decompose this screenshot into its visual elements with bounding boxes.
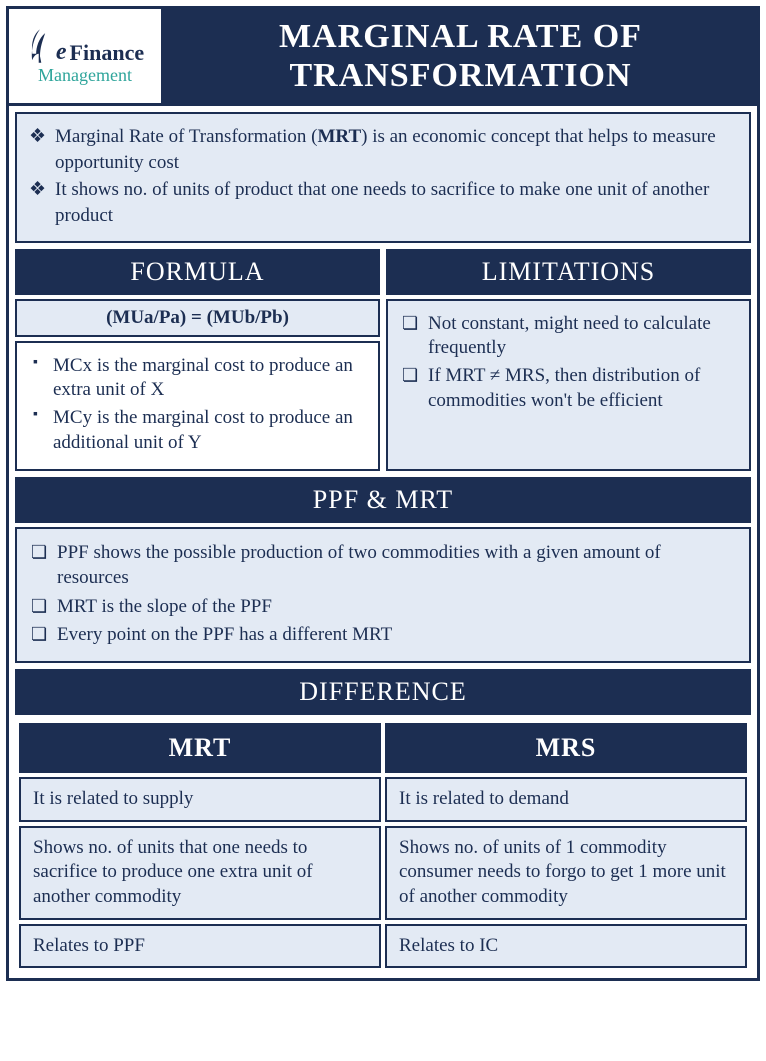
limitation-item: Not constant, might need to calculate fr… [400,312,737,361]
formula-notes: MCx is the marginal cost to produce an e… [15,341,380,471]
diff-cell: Shows no. of units that one needs to sac… [19,826,381,920]
formula-note: MCx is the marginal cost to produce an e… [29,354,366,403]
ppf-item: MRT is the slope of the PPF [29,594,737,620]
formula-column: FORMULA (MUa/Pa) = (MUb/Pb) MCx is the m… [15,249,380,471]
diff-cell: It is related to demand [385,777,747,822]
logo-line2: Management [38,66,132,84]
diff-cell: Relates to IC [385,924,747,969]
difference-header: DIFFERENCE [15,669,751,715]
page-title: MARGINAL RATE OF TRANSFORMATION [174,17,747,95]
title-banner: MARGINAL RATE OF TRANSFORMATION [161,9,757,103]
formula-limitations-row: FORMULA (MUa/Pa) = (MUb/Pb) MCx is the m… [15,249,751,471]
feather-icon [26,28,54,64]
logo-e: e [56,40,67,64]
header-row: e Finance Management MARGINAL RATE OF TR… [9,9,757,106]
diff-cell: It is related to supply [19,777,381,822]
limitations-header: LIMITATIONS [386,249,751,295]
intro-list: Marginal Rate of Transformation (MRT) is… [29,124,737,229]
intro-item: It shows no. of units of product that on… [29,177,737,228]
diff-cell: Shows no. of units of 1 commodity consum… [385,826,747,920]
diff-col-header-mrs: MRS [385,723,747,773]
formula-equation: (MUa/Pa) = (MUb/Pb) [15,299,380,337]
ppf-item: PPF shows the possible production of two… [29,540,737,591]
diff-col-header-mrt: MRT [19,723,381,773]
intro-item: Marginal Rate of Transformation (MRT) is… [29,124,737,175]
formula-header: FORMULA [15,249,380,295]
brand-logo: e Finance Management [9,9,161,103]
infographic-container: e Finance Management MARGINAL RATE OF TR… [6,6,760,981]
intro-box: Marginal Rate of Transformation (MRT) is… [15,112,751,243]
ppf-header: PPF & MRT [15,477,751,523]
ppf-box: PPF shows the possible production of two… [15,527,751,664]
difference-table: MRT MRS It is related to supply It is re… [15,719,751,972]
limitation-item: If MRT ≠ MRS, then distribution of commo… [400,364,737,413]
limitations-column: LIMITATIONS Not constant, might need to … [386,249,751,471]
diff-cell: Relates to PPF [19,924,381,969]
ppf-item: Every point on the PPF has a different M… [29,622,737,648]
limitations-box: Not constant, might need to calculate fr… [386,299,751,471]
logo-line1: Finance [70,42,145,64]
formula-note: MCy is the marginal cost to produce an a… [29,406,366,455]
